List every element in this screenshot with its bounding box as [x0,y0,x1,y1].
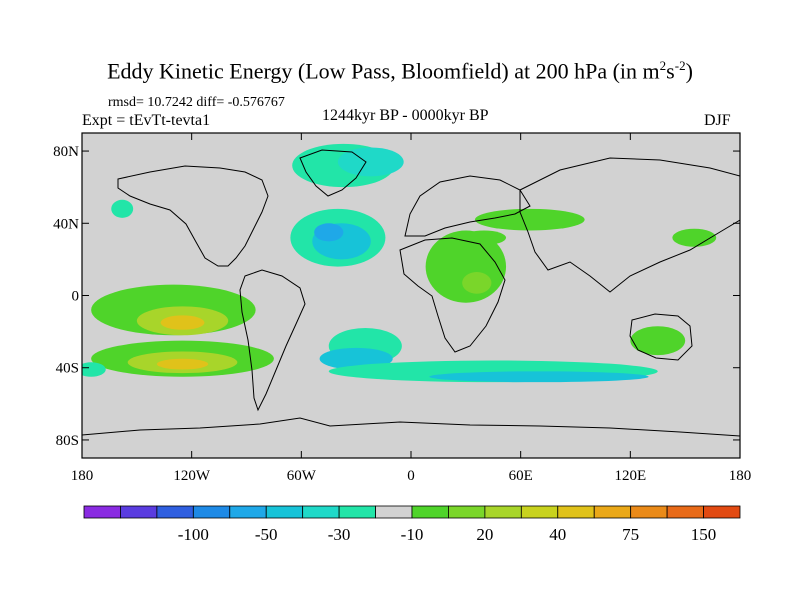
south-america-coast [239,269,306,412]
colorbar-swatch-15 [630,505,668,519]
lon-tick-label-2: 60W [287,468,317,484]
colorbar-swatch-5 [265,505,304,519]
anomaly-region-13 [160,315,205,330]
anomaly-region-10 [462,230,507,245]
stats-label: rmsd= 10.7242 diff= -0.576767 [108,95,285,110]
anomaly-field [82,143,717,383]
lon-tick-label-4: 60E [509,468,533,484]
anomaly-region-20 [429,371,649,383]
colorbar-swatch-16 [666,505,704,519]
colorbar-swatch-13 [557,505,595,519]
anomaly-region-7 [462,272,492,294]
experiment-label: Expt = tEvTt-tevta1 [82,112,211,129]
lat-tick-label-1: 40N [53,216,79,232]
asia-coast [519,157,740,293]
colorbar-swatch-9 [411,505,449,519]
australia-coast [629,313,693,361]
africa-coast [399,237,506,353]
colorbar-swatch-1 [120,505,158,519]
anomaly-region-8 [474,208,585,231]
axis-ticks: 180 120W 60W 0 60E 120E 180 80N 40N 0 40S 80S [53,133,751,484]
anomaly-region-21 [630,326,686,356]
lon-tick-label-3: 0 [407,468,415,484]
antarctica-coast [82,417,740,437]
europe-coast [404,175,531,237]
colorbar-swatch-17 [703,505,741,519]
anomaly-region-22 [82,362,106,377]
coastlines [82,149,740,437]
period-label: 1244kyr BP - 0000kyr BP [322,107,489,124]
colorbar-swatch-6 [302,505,340,519]
colorbar-swatch-12 [520,505,559,519]
lat-tick-label-2: 0 [72,289,80,305]
map-title: Eddy Kinetic Energy (Low Pass, Bloomfiel… [107,58,693,84]
colorbar-swatch-10 [448,505,486,519]
anomaly-region-16 [156,358,209,370]
anomaly-region-9 [672,228,717,247]
colorbar-swatch-11 [484,505,522,519]
colorbar-label-7: 150 [691,525,717,544]
lon-tick-label-1: 120W [173,468,211,484]
north-america-coast [117,165,269,267]
colorbar-label-2: -30 [328,525,351,544]
season-label: DJF [704,112,731,129]
colorbar-label-3: -10 [401,525,424,544]
anomaly-region-1 [337,147,404,177]
colorbar-label-6: 75 [622,525,639,544]
colorbar-swatch-8 [375,505,413,519]
colorbar-swatch-4 [229,505,267,519]
colorbar-label-1: -50 [255,525,278,544]
colorbar-swatch-0 [83,505,121,519]
lat-tick-label-0: 80N [53,144,79,160]
colorbar-swatch-3 [192,505,231,519]
colorbar-swatch-2 [156,505,194,519]
anomaly-region-2 [111,199,134,218]
colorbar-label-0: -100 [178,525,209,544]
lon-tick-label-0: 180 [71,468,94,484]
colorbar: -100 -50 -30 -10 20 40 75 150 [83,505,741,544]
colorbar-swatch-14 [593,505,632,519]
greenland-coast [299,149,367,197]
lat-tick-label-4: 80S [56,433,79,449]
lat-tick-label-3: 40S [56,361,79,377]
colorbar-swatch-7 [338,505,376,519]
lon-tick-label-6: 180 [729,468,752,484]
colorbar-label-4: 20 [476,525,493,544]
anomaly-region-5 [314,223,344,242]
lon-tick-label-5: 120E [614,468,646,484]
colorbar-label-5: 40 [549,525,566,544]
